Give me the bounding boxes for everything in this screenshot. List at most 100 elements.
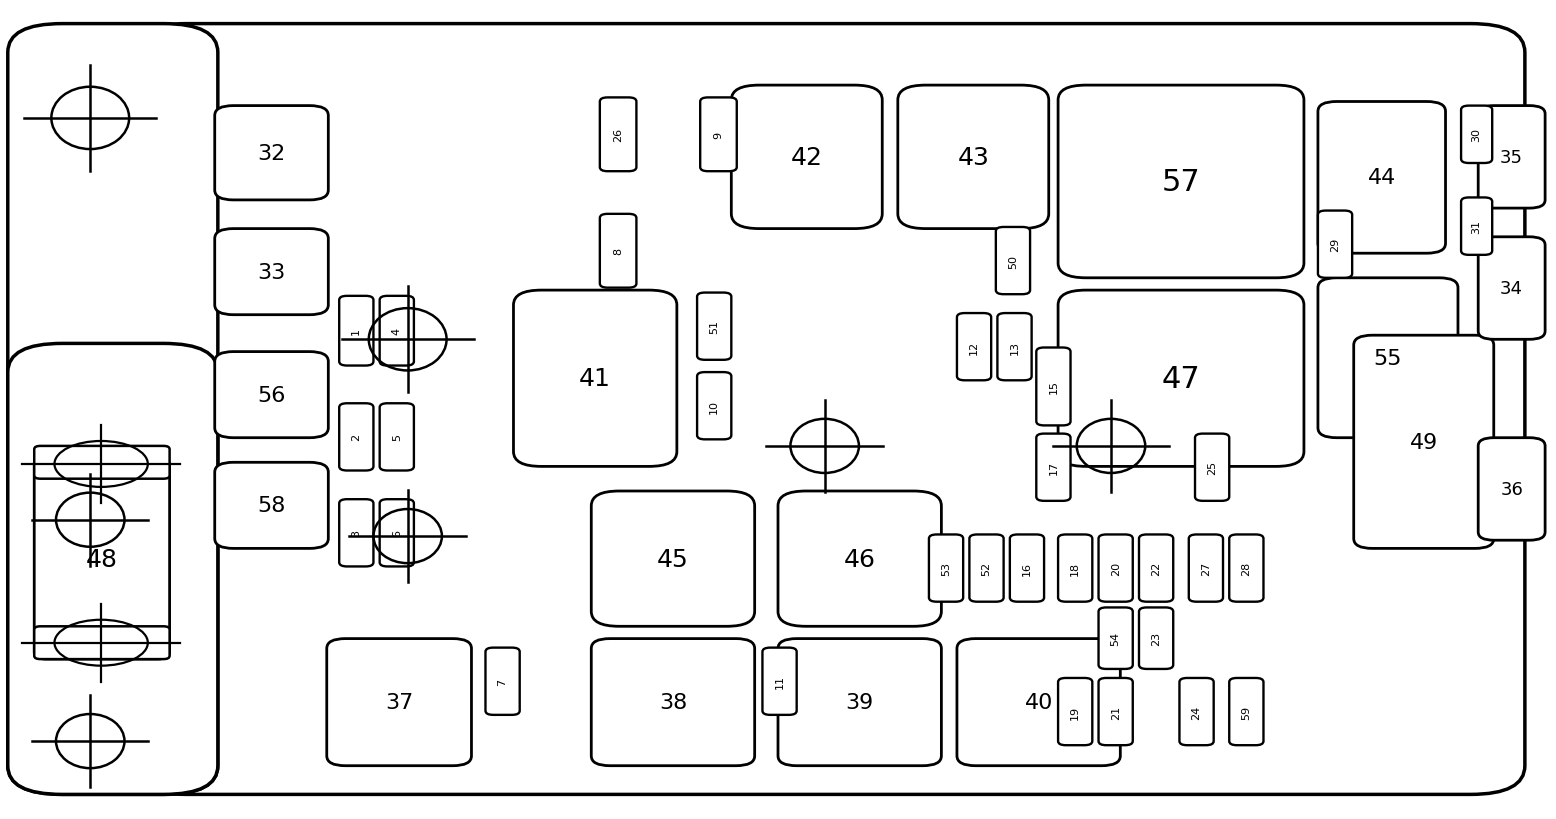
FancyBboxPatch shape	[996, 228, 1030, 295]
Text: 48: 48	[86, 547, 118, 571]
FancyBboxPatch shape	[380, 296, 414, 366]
Text: 4: 4	[392, 328, 401, 335]
FancyBboxPatch shape	[997, 314, 1032, 381]
Text: 39: 39	[845, 692, 874, 713]
Text: 44: 44	[1368, 168, 1396, 188]
Text: 46: 46	[843, 547, 876, 571]
Text: 45: 45	[657, 547, 689, 571]
FancyBboxPatch shape	[599, 98, 636, 172]
FancyBboxPatch shape	[929, 535, 963, 602]
FancyBboxPatch shape	[898, 86, 1049, 229]
Text: 28: 28	[1242, 561, 1251, 576]
FancyBboxPatch shape	[1058, 678, 1092, 745]
Text: 5: 5	[392, 434, 401, 441]
FancyBboxPatch shape	[697, 293, 731, 360]
FancyBboxPatch shape	[1229, 678, 1263, 745]
Text: 24: 24	[1192, 704, 1201, 719]
Text: 57: 57	[1162, 168, 1200, 197]
FancyBboxPatch shape	[762, 648, 797, 715]
Text: 2: 2	[352, 434, 361, 441]
Text: 3: 3	[352, 530, 361, 536]
Text: 34: 34	[1500, 280, 1523, 297]
Text: 12: 12	[969, 340, 979, 355]
FancyBboxPatch shape	[1099, 535, 1133, 602]
FancyBboxPatch shape	[1010, 535, 1044, 602]
Text: 10: 10	[710, 399, 719, 414]
FancyBboxPatch shape	[1189, 535, 1223, 602]
Text: 6: 6	[392, 530, 401, 536]
Text: 16: 16	[1022, 561, 1032, 576]
Text: 32: 32	[257, 143, 286, 164]
Text: 41: 41	[579, 367, 612, 391]
FancyBboxPatch shape	[731, 86, 882, 229]
Text: 9: 9	[714, 132, 724, 138]
FancyBboxPatch shape	[380, 404, 414, 471]
FancyBboxPatch shape	[485, 648, 520, 715]
Text: 38: 38	[658, 692, 688, 713]
FancyBboxPatch shape	[1478, 106, 1545, 209]
FancyBboxPatch shape	[778, 639, 941, 766]
Text: 54: 54	[1111, 631, 1120, 645]
Text: 55: 55	[1374, 348, 1402, 369]
FancyBboxPatch shape	[339, 296, 373, 366]
Text: 50: 50	[1008, 254, 1018, 269]
FancyBboxPatch shape	[34, 459, 170, 659]
FancyBboxPatch shape	[1099, 678, 1133, 745]
FancyBboxPatch shape	[969, 535, 1004, 602]
Text: 25: 25	[1207, 460, 1217, 475]
FancyBboxPatch shape	[591, 491, 755, 627]
FancyBboxPatch shape	[1478, 238, 1545, 340]
Text: 1: 1	[352, 328, 361, 335]
FancyBboxPatch shape	[1461, 198, 1492, 256]
Text: 30: 30	[1472, 128, 1481, 143]
Text: 8: 8	[613, 248, 622, 255]
Text: 58: 58	[257, 495, 286, 516]
Text: 59: 59	[1242, 704, 1251, 719]
Text: 23: 23	[1151, 631, 1161, 645]
Text: 15: 15	[1049, 380, 1058, 394]
FancyBboxPatch shape	[1099, 608, 1133, 669]
Text: 7: 7	[498, 678, 507, 685]
FancyBboxPatch shape	[1058, 86, 1304, 278]
Text: 52: 52	[982, 561, 991, 576]
Text: 49: 49	[1410, 432, 1438, 452]
FancyBboxPatch shape	[1036, 434, 1071, 501]
Text: 31: 31	[1472, 219, 1481, 234]
FancyBboxPatch shape	[697, 373, 731, 440]
FancyBboxPatch shape	[380, 500, 414, 567]
FancyBboxPatch shape	[215, 106, 328, 201]
Text: 27: 27	[1201, 561, 1211, 576]
FancyBboxPatch shape	[1478, 438, 1545, 541]
Text: 22: 22	[1151, 561, 1161, 576]
Text: 43: 43	[957, 146, 990, 170]
Text: 56: 56	[257, 385, 286, 405]
FancyBboxPatch shape	[8, 344, 218, 794]
Text: 51: 51	[710, 319, 719, 334]
FancyBboxPatch shape	[1058, 291, 1304, 467]
FancyBboxPatch shape	[215, 229, 328, 315]
FancyBboxPatch shape	[34, 446, 170, 479]
FancyBboxPatch shape	[599, 215, 636, 288]
FancyBboxPatch shape	[1354, 336, 1494, 549]
Text: 47: 47	[1162, 364, 1200, 393]
Text: 53: 53	[941, 561, 951, 576]
Text: 21: 21	[1111, 704, 1120, 719]
FancyBboxPatch shape	[327, 639, 471, 766]
Text: 40: 40	[1024, 692, 1053, 713]
FancyBboxPatch shape	[1318, 102, 1446, 254]
FancyBboxPatch shape	[1318, 211, 1352, 278]
FancyBboxPatch shape	[215, 352, 328, 438]
FancyBboxPatch shape	[1229, 535, 1263, 602]
FancyBboxPatch shape	[8, 25, 218, 794]
FancyBboxPatch shape	[957, 314, 991, 381]
Text: 29: 29	[1330, 238, 1340, 252]
Text: 33: 33	[257, 262, 286, 283]
Text: 36: 36	[1500, 481, 1523, 498]
Text: 18: 18	[1071, 561, 1080, 576]
Text: 19: 19	[1071, 704, 1080, 719]
FancyBboxPatch shape	[339, 404, 373, 471]
FancyBboxPatch shape	[1461, 106, 1492, 164]
Text: 26: 26	[613, 128, 622, 143]
FancyBboxPatch shape	[215, 463, 328, 549]
FancyBboxPatch shape	[1318, 278, 1458, 438]
